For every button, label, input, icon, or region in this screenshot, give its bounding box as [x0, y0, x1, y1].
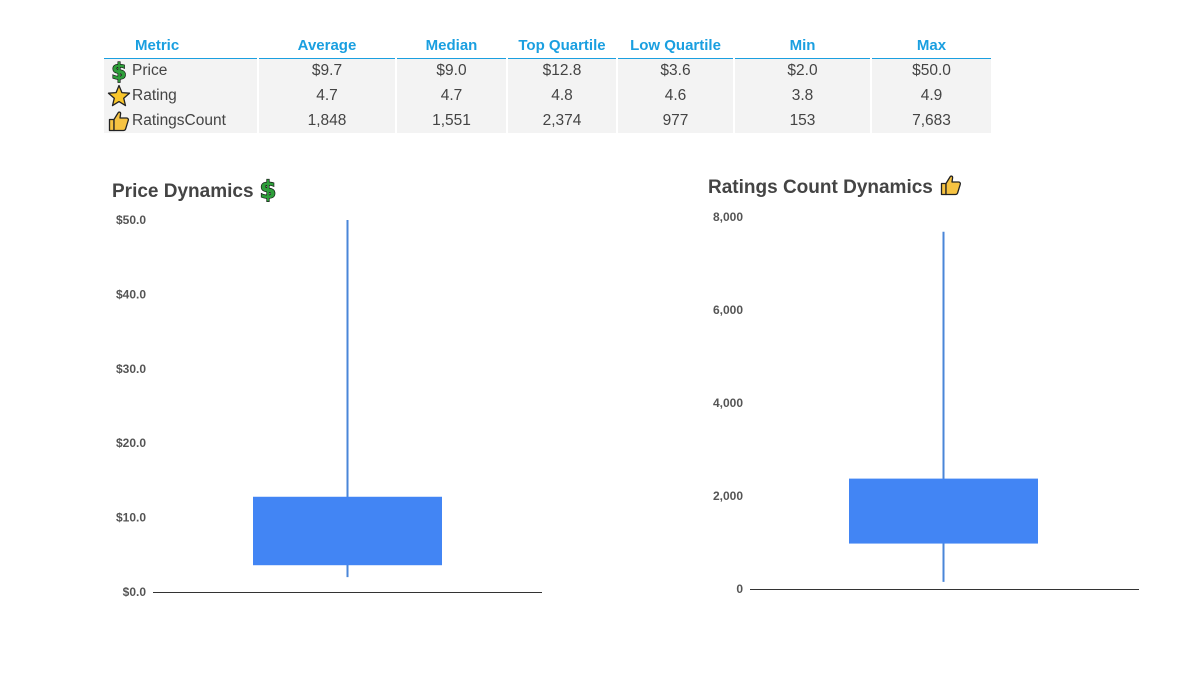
price-chart-title-text: Price Dynamics	[112, 181, 254, 202]
cell-top-quartile: $12.8	[507, 58, 618, 83]
y-tick-label: $50.0	[116, 213, 146, 227]
header-min: Min	[734, 34, 871, 59]
y-tick-label: $0.0	[123, 585, 147, 599]
ratings-count-chart-title: Ratings Count Dynamics	[708, 173, 963, 203]
header-median: Median	[396, 34, 507, 59]
table-row-rating: Rating 4.7 4.7 4.8 4.6 3.8 4.9	[104, 83, 993, 108]
cell-median: 4.7	[396, 83, 508, 108]
header-low-quartile: Low Quartile	[617, 34, 734, 59]
y-tick-label: 8,000	[713, 210, 743, 224]
svg-text:$: $	[111, 60, 126, 83]
cell-average: 4.7	[258, 83, 397, 108]
y-tick-label: 2,000	[713, 489, 743, 503]
cell-median: 1,551	[396, 108, 508, 133]
cell-low-quartile: 4.6	[617, 83, 735, 108]
cell-median: $9.0	[396, 58, 508, 83]
box-iqr	[253, 496, 442, 566]
cell-average: $9.7	[258, 58, 397, 83]
cell-min: 153	[734, 108, 872, 133]
dollar-icon: $	[259, 175, 277, 208]
y-tick-label: $20.0	[116, 436, 146, 450]
cell-average: 1,848	[258, 108, 397, 133]
y-tick-label: $30.0	[116, 362, 146, 376]
cell-max: 7,683	[871, 108, 993, 133]
header-metric: Metric	[104, 34, 258, 59]
header-average: Average	[258, 34, 396, 59]
metric-cell: RatingsCount	[104, 108, 259, 133]
header-top-quartile: Top Quartile	[507, 34, 617, 59]
summary-table: Metric Average Median Top Quartile Low Q…	[104, 34, 993, 133]
y-tick-label: $40.0	[116, 287, 146, 301]
metric-name: Rating	[132, 86, 177, 104]
table-row-ratings-count: RatingsCount 1,848 1,551 2,374 977 153 7…	[104, 108, 993, 133]
metric-cell: $ Price	[104, 58, 259, 83]
star-icon	[106, 84, 132, 108]
cell-low-quartile: $3.6	[617, 58, 735, 83]
metric-name: Price	[132, 61, 168, 79]
cell-max: $50.0	[871, 58, 993, 83]
ratings-count-chart-title-text: Ratings Count Dynamics	[708, 177, 933, 198]
cell-min: $2.0	[734, 58, 872, 83]
y-tick-label: 4,000	[713, 396, 743, 410]
y-tick-label: 0	[736, 582, 743, 596]
y-tick-label: $10.0	[116, 511, 146, 525]
cell-low-quartile: 977	[617, 108, 735, 133]
box-iqr	[849, 478, 1038, 544]
metric-cell: Rating	[104, 83, 259, 108]
cell-min: 3.8	[734, 83, 872, 108]
metric-name: RatingsCount	[132, 111, 226, 129]
thumbs-up-icon	[106, 109, 132, 133]
thumbs-up-icon	[939, 173, 963, 203]
y-tick-label: 6,000	[713, 303, 743, 317]
dollar-icon: $	[106, 59, 132, 83]
cell-top-quartile: 4.8	[507, 83, 618, 108]
table-row-price: $ Price $9.7 $9.0 $12.8 $3.6 $2.0 $50.0	[104, 58, 993, 83]
cell-top-quartile: 2,374	[507, 108, 618, 133]
header-max: Max	[871, 34, 992, 59]
cell-max: 4.9	[871, 83, 993, 108]
table-header-row: Metric Average Median Top Quartile Low Q…	[104, 34, 992, 59]
price-chart-title: Price Dynamics $	[112, 175, 277, 208]
svg-text:$: $	[260, 176, 276, 202]
